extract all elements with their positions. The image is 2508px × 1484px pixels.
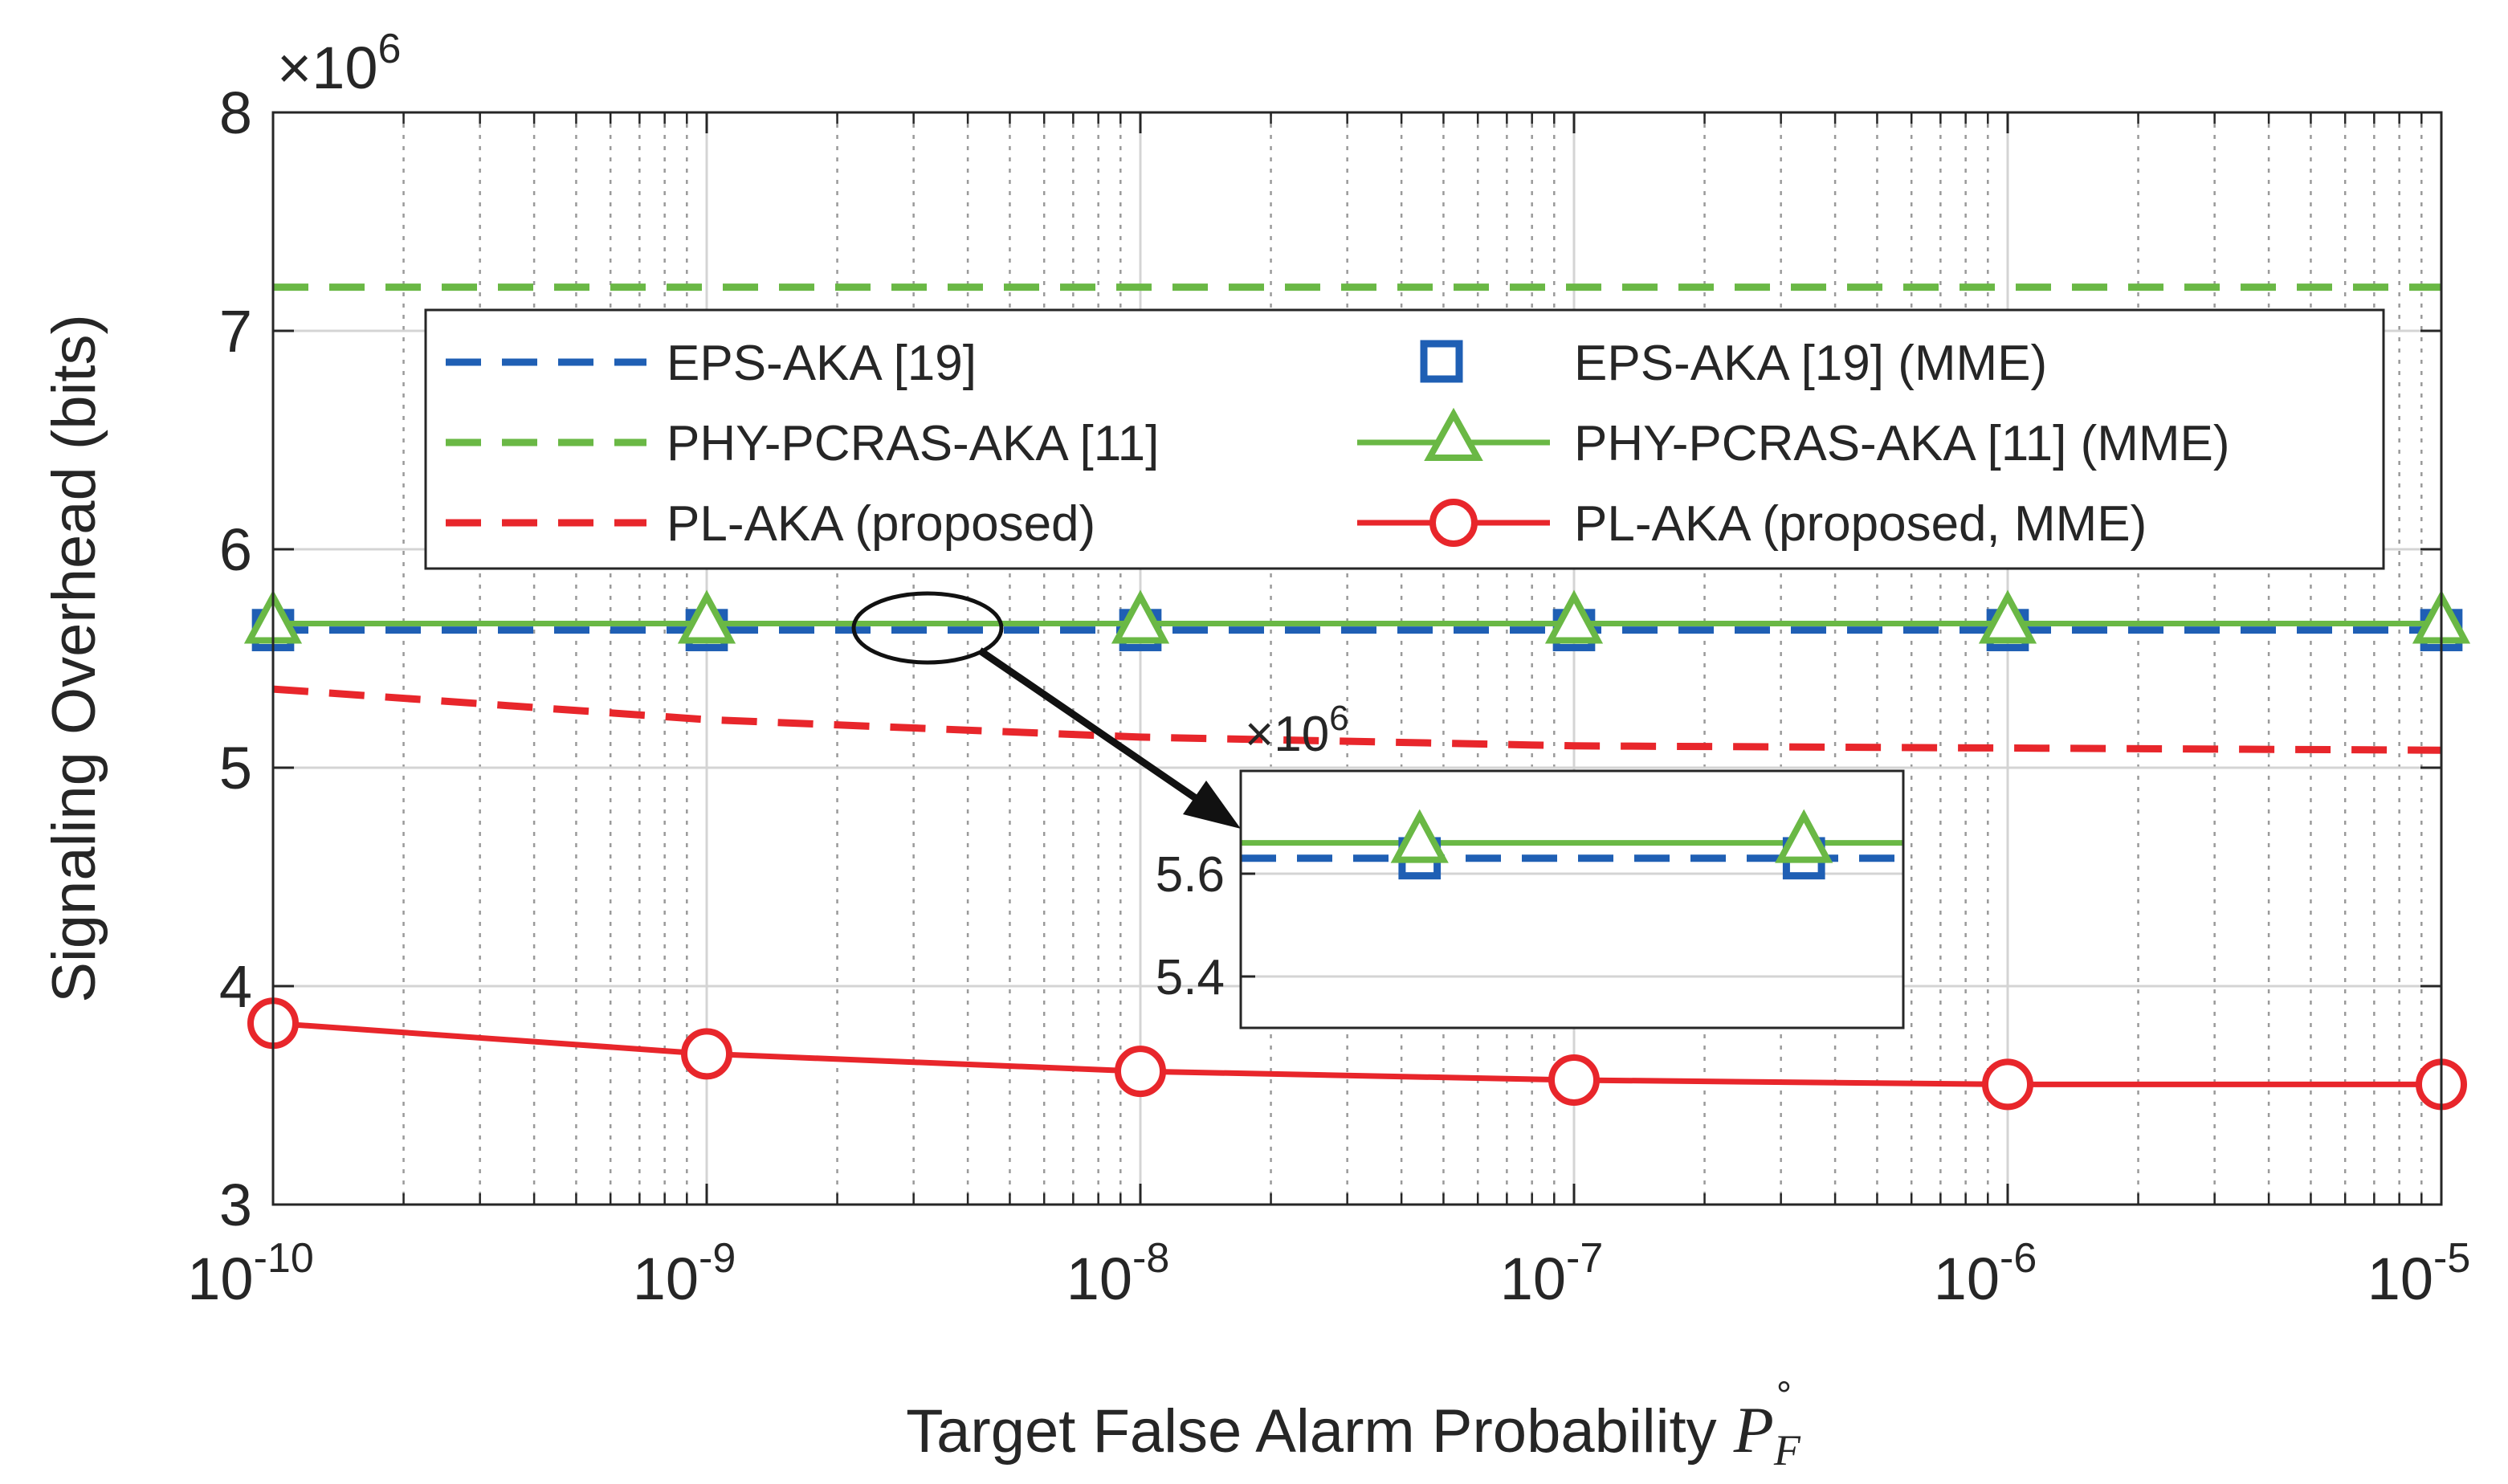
inset-marker-phy-pcras-aka-mme <box>1390 809 1449 863</box>
inset-plot: 5.4 5.6 ×106 <box>1156 699 1905 1029</box>
marker-phy-pcras-aka-mme <box>677 589 736 644</box>
legend-entry-pl-aka: PL-AKA (proposed) <box>446 496 1095 552</box>
legend-label-phy-pcras-aka-mme: PHY-PCRAS-AKA [11] (MME) <box>1574 416 2230 471</box>
marker-phy-pcras-aka-mme <box>1544 589 1604 644</box>
x-tick-label: 10-9 <box>633 1235 736 1312</box>
x-axis-label: Target False Alarm Probability PF° <box>906 1375 1801 1474</box>
y-tick-label: 3 <box>219 1172 252 1238</box>
legend-label-eps-aka: EPS-AKA [19] <box>667 336 977 391</box>
marker-phy-pcras-aka-mme <box>1111 589 1170 644</box>
series-line-pl-aka <box>272 685 2442 754</box>
y-axis-multiplier: ×106 <box>277 26 401 101</box>
minor-grid <box>402 112 2423 1205</box>
inset-y-multiplier: ×106 <box>1245 699 1349 762</box>
legend: EPS-AKA [19] PHY-PCRAS-AKA [11] PL-AKA (… <box>424 308 2385 570</box>
legend-swatch-eps-aka-mme <box>1420 340 1463 383</box>
zoom-arrow-head <box>1183 781 1241 829</box>
y-tick-label: 7 <box>219 298 252 365</box>
marker-pl-aka-mme <box>1548 1054 1600 1106</box>
legend-entry-phy-pcras-aka-mme: PHY-PCRAS-AKA [11] (MME) <box>1357 407 2230 471</box>
series-line-pl-aka-mme <box>272 1020 2441 1087</box>
legend-label-pl-aka: PL-AKA (proposed) <box>667 496 1095 552</box>
legend-entry-eps-aka: EPS-AKA [19] <box>446 336 977 391</box>
y-tick-label: 5 <box>219 735 252 801</box>
inset-marker-phy-pcras-aka-mme <box>1775 809 1833 863</box>
y-tick-label: 8 <box>219 80 252 146</box>
x-tick-label: 10-8 <box>1066 1235 1170 1312</box>
marker-pl-aka-mme <box>1115 1046 1166 1098</box>
x-tick-label: 10-7 <box>1500 1235 1604 1312</box>
legend-entry-phy-pcras-aka: PHY-PCRAS-AKA [11] <box>446 416 1159 471</box>
legend-label-pl-aka-mme: PL-AKA (proposed, MME) <box>1574 496 2147 552</box>
inset-background <box>1241 771 1903 1028</box>
legend-swatch-marker-phy-pcras-aka-mme <box>1424 407 1483 461</box>
inset-y-tick-label: 5.4 <box>1156 950 1225 1005</box>
axes-layer: 10-10 10-9 10-8 10-7 10-6 10-5 3 4 5 6 7 8 <box>187 80 2470 1312</box>
inset-y-tick-label: 5.6 <box>1156 847 1225 903</box>
legend-entry-pl-aka-mme: PL-AKA (proposed, MME) <box>1357 496 2147 552</box>
inset-frame <box>1239 769 1905 1029</box>
marker-phy-pcras-aka-mme <box>1978 589 2037 644</box>
x-tick-label: 10-6 <box>1934 1235 2037 1312</box>
zoom-ellipse <box>851 591 1004 665</box>
legend-entry-eps-aka-mme: EPS-AKA [19] (MME) <box>1420 336 2047 391</box>
x-tick-label: 10-5 <box>2367 1235 2471 1312</box>
inset-series <box>1241 809 1903 880</box>
zoom-annotation <box>851 591 1241 829</box>
marker-pl-aka-mme <box>681 1028 732 1080</box>
y-tick-label: 4 <box>219 953 252 1020</box>
zoom-arrow-shaft <box>977 647 1211 810</box>
legend-label-eps-aka-mme: EPS-AKA [19] (MME) <box>1574 336 2047 391</box>
plot-area <box>243 111 2471 1206</box>
legend-label-phy-pcras-aka: PHY-PCRAS-AKA [11] <box>667 416 1159 471</box>
marker-pl-aka-mme <box>1982 1058 2033 1111</box>
inset-axes: 5.4 5.6 <box>1156 847 1255 1005</box>
legend-swatch-marker-pl-aka-mme <box>1429 499 1478 547</box>
y-axis-label: Signaling Overhead (bits) <box>40 314 108 1003</box>
plot-background <box>273 112 2441 1205</box>
x-tick-label: 10-10 <box>187 1235 313 1312</box>
plot-frame <box>271 111 2443 1206</box>
y-tick-label: 6 <box>219 516 252 583</box>
